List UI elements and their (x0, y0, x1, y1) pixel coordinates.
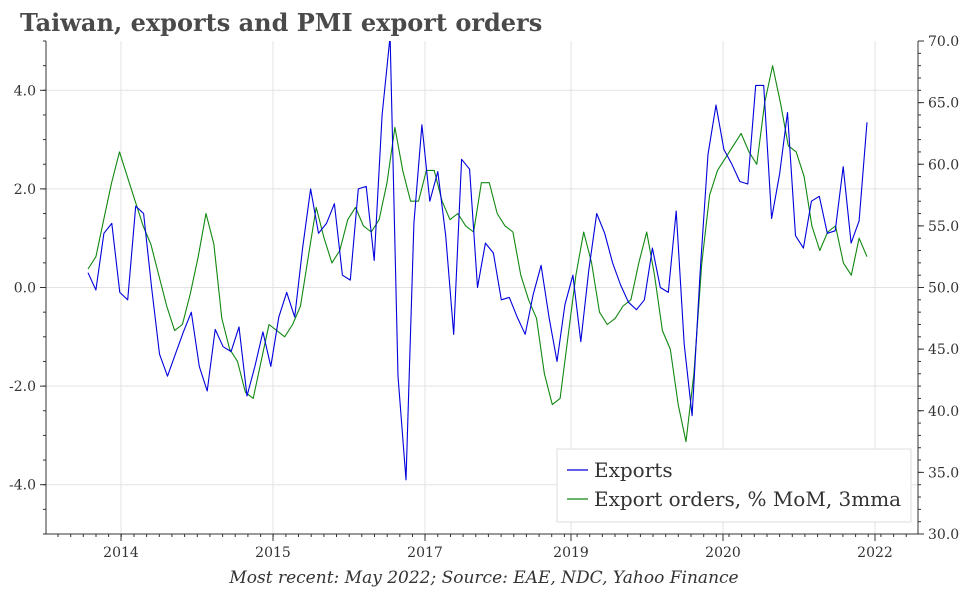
gridlines (46, 41, 918, 534)
right-tick-label: 65.0 (928, 96, 959, 112)
x-tick-label: 2014 (103, 545, 139, 561)
right-tick-label: 60.0 (928, 157, 959, 173)
left-tick-label: 0.0 (14, 281, 36, 297)
legend: Exports Export orders, % MoM, 3mma (556, 448, 912, 523)
left-tick-label: -2.0 (9, 379, 36, 395)
series-line-export-orders (87, 65, 868, 443)
right-tick-label: 30.0 (928, 527, 959, 543)
x-tick-label: 2022 (857, 545, 893, 561)
right-tick-label: 40.0 (928, 404, 959, 420)
right-tick-label: 45.0 (928, 342, 959, 358)
right-tick-label: 35.0 (928, 465, 959, 481)
chart-title: Taiwan, exports and PMI export orders (20, 8, 542, 37)
series-line-exports (87, 41, 868, 481)
x-tick-label: 2019 (553, 545, 589, 561)
x-tick-label: 2017 (407, 545, 443, 561)
x-tick-label: 2015 (255, 545, 291, 561)
legend-label-exports: Exports (594, 458, 673, 482)
series-lines (87, 41, 868, 481)
right-tick-label: 55.0 (928, 219, 959, 235)
legend-label-export-orders: Export orders, % MoM, 3mma (594, 487, 901, 511)
left-tick-label: -4.0 (9, 478, 36, 494)
right-tick-label: 70.0 (928, 34, 959, 50)
legend-box (556, 448, 912, 523)
left-tick-label: 2.0 (14, 182, 36, 198)
x-tick-label: 2020 (705, 545, 741, 561)
left-tick-label: 4.0 (14, 83, 36, 99)
axes: 2014 2015 2017 2019 2020 2022 4.0 2.0 0.0 -2.0 -4.… (9, 34, 959, 561)
right-tick-label: 50.0 (928, 281, 959, 297)
source-note: Most recent: May 2022; Source: EAE, NDC,… (228, 568, 738, 588)
